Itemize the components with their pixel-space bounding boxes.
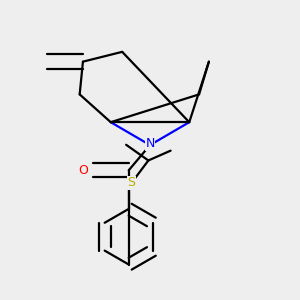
Text: S: S [128,176,135,189]
Text: O: O [78,164,88,177]
Text: N: N [145,137,155,150]
